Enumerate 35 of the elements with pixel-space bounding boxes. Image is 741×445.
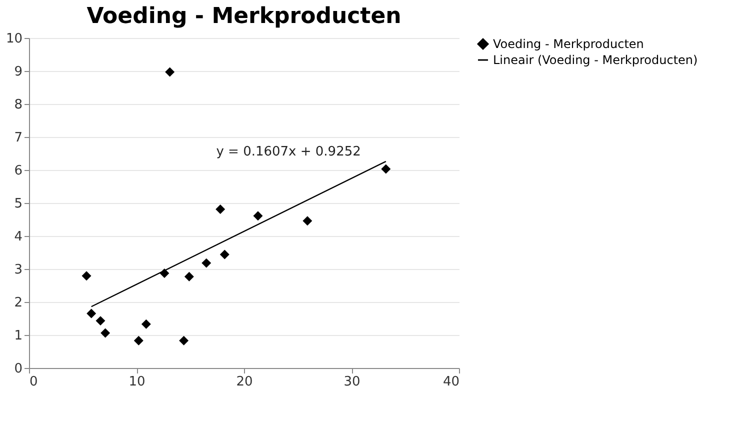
point bbox=[253, 211, 263, 221]
x-tick-label: 0 bbox=[30, 374, 38, 390]
y-tick-label: 10 bbox=[6, 32, 22, 46]
point bbox=[82, 271, 92, 281]
point bbox=[216, 204, 226, 214]
x-tick-label: 10 bbox=[128, 374, 146, 390]
point bbox=[86, 308, 96, 318]
y-tick-label: 8 bbox=[14, 98, 22, 112]
legend-label: Voeding - Merkproducten bbox=[493, 37, 644, 51]
y-tick-label: 9 bbox=[14, 64, 22, 80]
x-tick-label: 30 bbox=[344, 374, 360, 390]
y-tick-label: 4 bbox=[14, 230, 22, 244]
y-tick-label: 0 bbox=[14, 362, 22, 376]
point bbox=[134, 336, 144, 346]
point bbox=[141, 319, 151, 329]
annotation: y = 0.1607x + 0.9252 bbox=[216, 144, 361, 160]
point bbox=[179, 336, 189, 346]
chart-title: Voeding - Merkproducten bbox=[86, 4, 402, 29]
point bbox=[100, 328, 110, 338]
y-tick-label: 3 bbox=[14, 262, 22, 278]
legend-label: Lineair (Voeding - Merkproducten) bbox=[493, 53, 698, 67]
point bbox=[220, 250, 230, 260]
x-tick-label: 40 bbox=[442, 374, 460, 390]
point bbox=[381, 164, 391, 174]
point bbox=[96, 316, 106, 326]
y-tick-label: 2 bbox=[14, 296, 22, 310]
point bbox=[202, 258, 212, 268]
y-tick-label: 7 bbox=[14, 130, 22, 146]
point bbox=[184, 272, 194, 282]
point bbox=[302, 216, 312, 226]
y-tick-label: 5 bbox=[14, 196, 22, 212]
y-tick-label: 6 bbox=[14, 164, 22, 178]
point bbox=[165, 67, 175, 77]
x-tick-label: 20 bbox=[236, 374, 253, 390]
y-tick-label: 1 bbox=[14, 328, 22, 344]
